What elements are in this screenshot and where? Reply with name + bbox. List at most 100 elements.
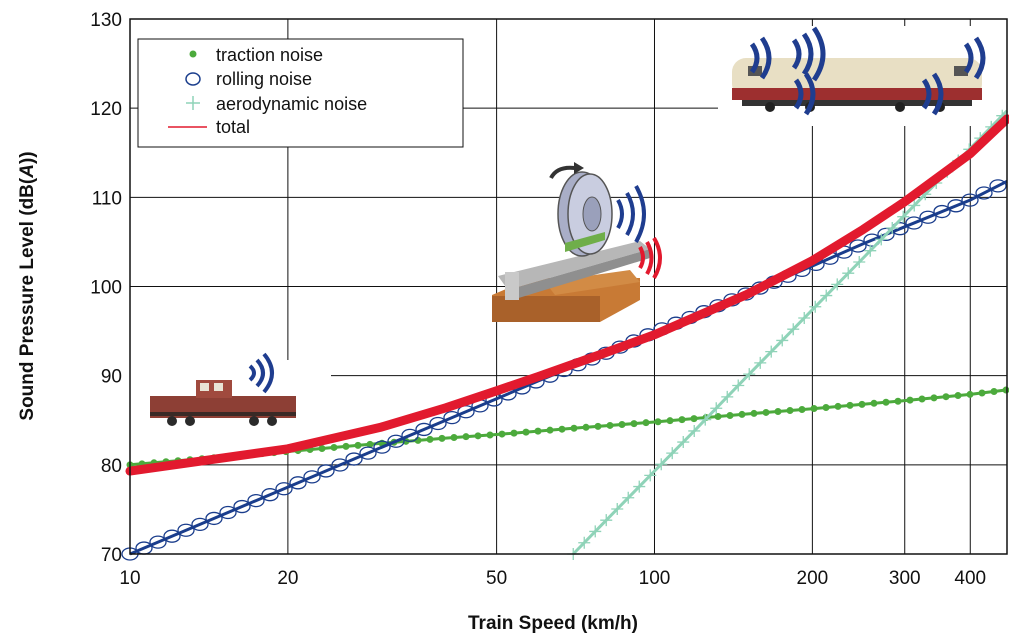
data-point xyxy=(743,368,756,381)
data-point xyxy=(578,536,591,549)
series-traction-noise xyxy=(126,386,1009,469)
data-point xyxy=(875,233,888,246)
data-point xyxy=(534,427,542,435)
y-tick-label: 80 xyxy=(101,456,122,477)
x-tick-label: 400 xyxy=(954,568,986,589)
data-point xyxy=(594,422,602,430)
data-point xyxy=(289,476,307,490)
data-point xyxy=(354,441,362,449)
data-point xyxy=(678,416,686,424)
data-point xyxy=(820,289,833,302)
y-tick-label: 130 xyxy=(90,10,122,31)
data-point xyxy=(247,493,265,508)
data-point xyxy=(966,390,974,398)
y-axis-label-part-2: A xyxy=(17,164,38,179)
data-point xyxy=(853,255,866,268)
data-point xyxy=(864,244,877,257)
data-point xyxy=(261,488,279,502)
x-tick-label: 300 xyxy=(889,568,921,589)
data-point xyxy=(666,447,679,460)
legend-marker-traction xyxy=(189,50,197,58)
data-point xyxy=(990,388,998,396)
legend-marker-rolling xyxy=(185,72,201,86)
diesel-locomotive-image xyxy=(128,352,331,445)
data-point xyxy=(510,429,518,437)
data-point xyxy=(401,428,419,442)
data-point xyxy=(798,406,806,414)
data-point xyxy=(642,419,650,427)
data-point xyxy=(275,482,293,496)
data-point xyxy=(688,424,701,437)
data-point xyxy=(765,345,778,358)
data-point xyxy=(191,517,209,532)
data-point xyxy=(611,502,624,515)
data-point xyxy=(933,204,951,219)
electric-locomotive-image xyxy=(718,26,1007,126)
data-point xyxy=(738,410,746,418)
data-point xyxy=(721,390,734,403)
data-point xyxy=(330,443,338,451)
x-tick-label: 20 xyxy=(277,568,298,589)
data-point xyxy=(831,278,844,291)
data-point xyxy=(822,403,830,411)
data-point xyxy=(918,395,926,403)
data-point xyxy=(870,399,878,407)
data-point xyxy=(177,523,195,537)
y-axis-label-part-3: )) xyxy=(17,151,38,164)
data-point xyxy=(690,415,698,423)
data-point xyxy=(754,356,767,369)
data-point xyxy=(331,458,349,472)
data-point xyxy=(342,442,350,450)
data-point xyxy=(858,400,866,408)
data-point xyxy=(786,406,794,414)
data-point xyxy=(633,480,646,493)
data-point xyxy=(942,393,950,401)
data-point xyxy=(233,499,251,514)
data-point xyxy=(415,422,433,437)
data-point xyxy=(666,417,674,425)
data-point xyxy=(919,210,937,224)
data-point xyxy=(654,418,662,426)
data-point xyxy=(677,436,690,449)
plot-frame xyxy=(129,18,1008,555)
data-point xyxy=(908,199,921,212)
data-point xyxy=(774,407,782,415)
series-line xyxy=(125,114,1009,476)
data-point xyxy=(710,402,723,415)
data-point xyxy=(546,426,554,434)
data-point xyxy=(345,452,363,466)
data-point xyxy=(798,311,811,324)
data-point xyxy=(498,430,506,438)
tick-labels: 10 20 50 100 200 300 400 70 80 90 100 110 120 130 xyxy=(90,10,986,589)
data-point xyxy=(978,389,986,397)
y-axis-label: Sound Pressure Level (dB(A)) xyxy=(17,151,38,420)
data-point xyxy=(443,410,461,425)
legend: traction noise rolling noise aerodynamic… xyxy=(137,38,464,148)
data-point xyxy=(429,416,447,431)
data-point xyxy=(947,199,965,213)
data-point xyxy=(318,444,326,452)
data-point xyxy=(606,421,614,429)
data-point xyxy=(842,267,855,280)
series-line xyxy=(129,388,1008,467)
x-tick-label: 10 xyxy=(119,568,140,589)
y-tick-label: 100 xyxy=(90,278,122,299)
data-point xyxy=(954,392,962,400)
data-point xyxy=(886,222,899,235)
data-point xyxy=(366,440,374,448)
data-point xyxy=(426,435,434,443)
data-point xyxy=(714,413,722,421)
data-point xyxy=(317,464,335,478)
data-point xyxy=(149,535,167,549)
wheel-rail-image xyxy=(492,162,662,322)
data-point xyxy=(618,421,626,429)
data-point xyxy=(474,432,482,440)
data-point xyxy=(776,334,789,347)
data-point xyxy=(303,470,321,484)
data-point xyxy=(894,397,902,405)
data-point xyxy=(163,529,181,543)
data-point xyxy=(450,434,458,442)
data-point xyxy=(762,408,770,416)
data-point xyxy=(373,440,391,454)
data-point xyxy=(655,458,668,471)
